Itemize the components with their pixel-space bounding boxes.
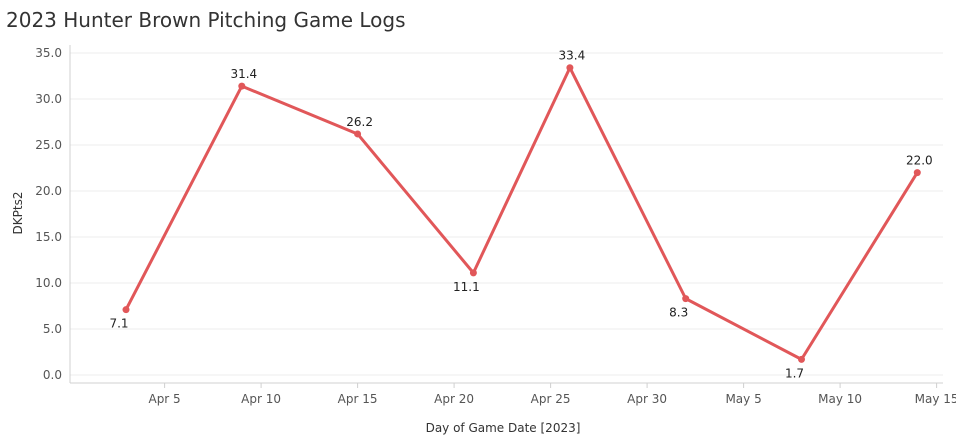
y-tick-label: 35.0 (35, 46, 62, 60)
y-tick-label: 15.0 (35, 230, 62, 244)
x-tick-label: Apr 25 (531, 392, 571, 406)
y-tick-label: 20.0 (35, 184, 62, 198)
data-labels: 7.1 31.4 26.2 11.1 33.4 8.3 1.7 22.0 (109, 49, 932, 381)
data-label: 8.3 (669, 306, 688, 320)
x-tick-label: Apr 20 (434, 392, 474, 406)
y-tick-label: 10.0 (35, 276, 62, 290)
data-point (238, 82, 246, 90)
data-point (469, 269, 477, 277)
y-axis-label: DKPts2 (11, 192, 25, 235)
x-tick-label: Apr 5 (148, 392, 180, 406)
data-label: 1.7 (785, 366, 804, 380)
data-points (122, 64, 921, 363)
data-point (682, 295, 690, 303)
data-label: 11.1 (453, 280, 480, 294)
x-axis-ticks: Apr 5 Apr 10 Apr 15 Apr 20 Apr 25 Apr 30 May 5… (148, 383, 956, 406)
series-line (124, 66, 919, 361)
data-label: 33.4 (559, 49, 586, 63)
y-tick-label: 25.0 (35, 138, 62, 152)
series-line-path (124, 66, 919, 361)
y-axis-ticks: 0.0 5.0 10.0 15.0 20.0 25.0 30.0 35.0 (35, 46, 62, 382)
chart-title: 2023 Hunter Brown Pitching Game Logs (6, 8, 406, 32)
y-tick-label: 0.0 (43, 368, 62, 382)
x-tick-label: May 10 (818, 392, 862, 406)
y-tick-label: 30.0 (35, 92, 62, 106)
x-tick-label: Apr 10 (241, 392, 281, 406)
data-label: 31.4 (230, 67, 257, 81)
x-tick-label: May 15 (915, 392, 956, 406)
data-point (566, 64, 574, 72)
data-label: 26.2 (346, 115, 373, 129)
x-tick-label: May 5 (725, 392, 761, 406)
x-tick-label: Apr 30 (627, 392, 667, 406)
x-axis-label: Day of Game Date [2023] (426, 421, 581, 435)
data-label: 22.0 (906, 154, 933, 168)
data-label: 7.1 (109, 317, 128, 331)
y-tick-label: 5.0 (43, 322, 62, 336)
x-tick-label: Apr 15 (338, 392, 378, 406)
gridlines (70, 52, 943, 376)
data-point (354, 130, 362, 138)
data-point (798, 355, 805, 363)
data-point (913, 169, 921, 177)
axes (69, 45, 943, 384)
data-point (122, 306, 130, 314)
